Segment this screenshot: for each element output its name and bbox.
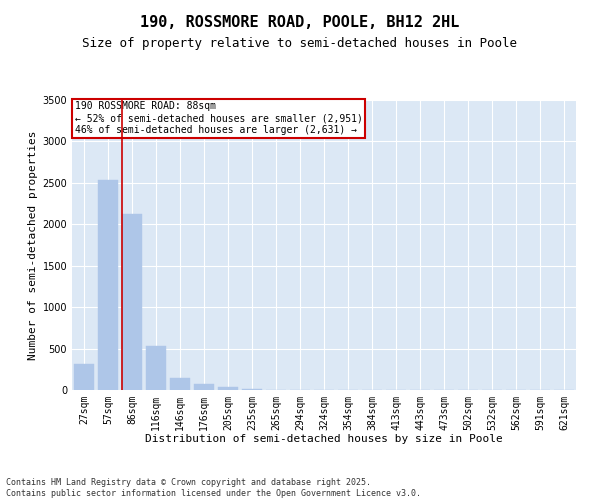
Bar (74, 364, 94, 390)
Y-axis label: Number of semi-detached properties: Number of semi-detached properties (28, 130, 38, 360)
X-axis label: Distribution of semi-detached houses by size in Poole: Distribution of semi-detached houses by … (145, 434, 503, 444)
Bar (218, 386, 238, 390)
Text: 190, ROSSMORE ROAD, POOLE, BH12 2HL: 190, ROSSMORE ROAD, POOLE, BH12 2HL (140, 15, 460, 30)
Bar (170, 378, 190, 390)
Text: 190 ROSSMORE ROAD: 88sqm
← 52% of semi-detached houses are smaller (2,951)
46% o: 190 ROSSMORE ROAD: 88sqm ← 52% of semi-d… (74, 102, 362, 134)
Text: Size of property relative to semi-detached houses in Poole: Size of property relative to semi-detach… (83, 38, 517, 51)
Bar (146, 346, 166, 390)
Bar (98, 180, 118, 390)
Bar (242, 389, 262, 390)
Bar (194, 384, 214, 390)
Bar (122, 214, 142, 390)
Text: Contains HM Land Registry data © Crown copyright and database right 2025.
Contai: Contains HM Land Registry data © Crown c… (6, 478, 421, 498)
